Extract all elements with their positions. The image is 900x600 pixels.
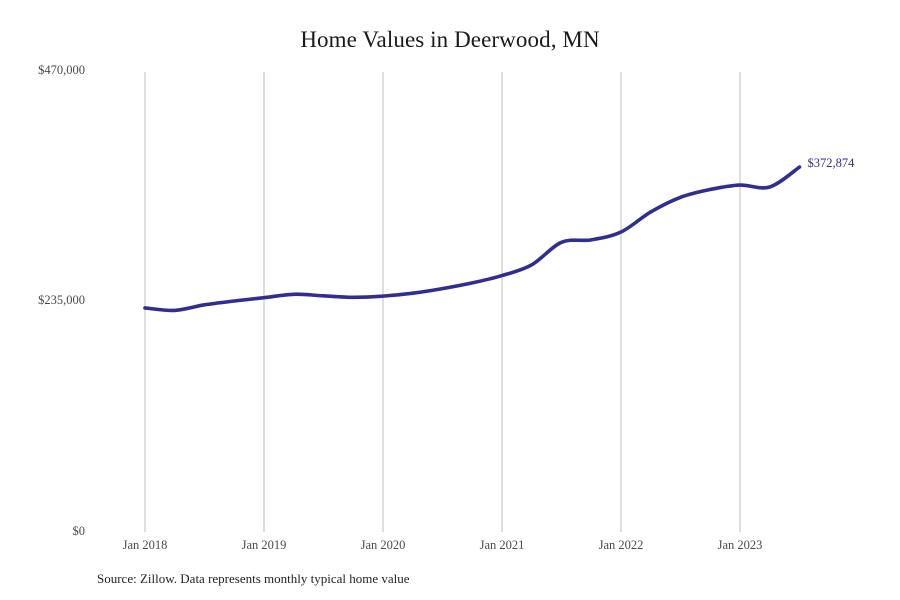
x-axis-tick-label-4: Jan 2022: [598, 538, 644, 552]
x-axis-tick-label-1: Jan 2019: [241, 538, 287, 552]
source-note: Source: Zillow. Data represents monthly …: [97, 571, 410, 586]
x-axis-tick-label-5: Jan 2023: [717, 538, 763, 552]
end-value-annotation: $372,874: [807, 156, 855, 171]
x-axis-tick-label-3: Jan 2021: [479, 538, 525, 552]
y-axis-tick-label-top: $470,000: [38, 63, 85, 77]
gridlines: [144, 72, 741, 532]
y-axis-tick-label-bottom: $0: [72, 524, 86, 538]
y-axis-tick-label-mid: $235,000: [38, 293, 85, 307]
chart-title: Home Values in Deerwood, MN: [300, 27, 600, 52]
x-axis-tick-label-2: Jan 2020: [360, 538, 406, 552]
home-value-line-series: [143, 165, 802, 313]
x-axis-tick-label-0: Jan 2018: [122, 538, 168, 552]
